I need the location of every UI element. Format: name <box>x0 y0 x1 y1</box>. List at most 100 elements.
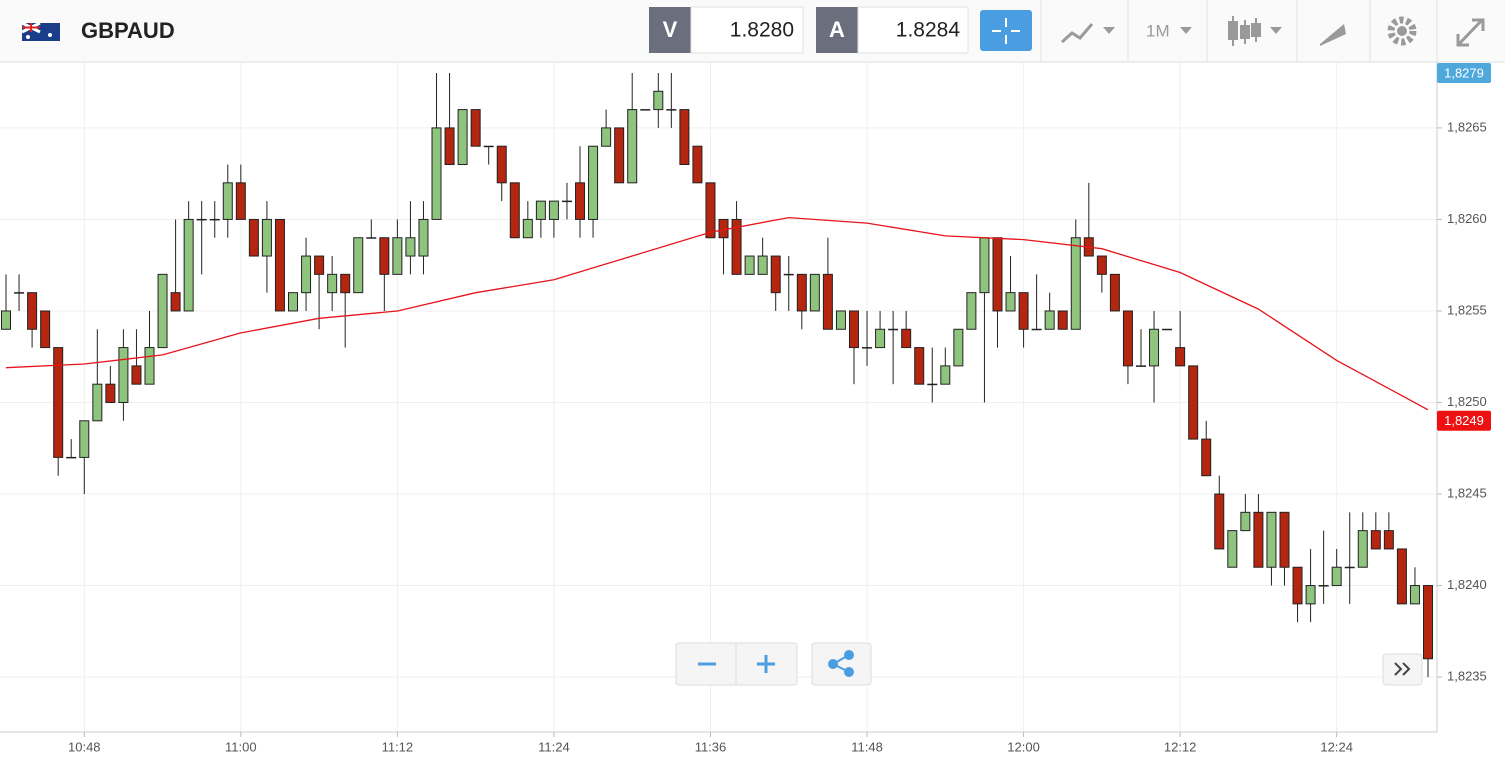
candle-body <box>1096 255 1107 275</box>
candle-body <box>1 310 11 330</box>
candle-body <box>1214 493 1225 550</box>
candle-body <box>274 218 285 312</box>
candle-body <box>548 200 559 220</box>
candle-body <box>875 328 886 349</box>
x-tick-label: 11:36 <box>695 739 727 754</box>
candle-body <box>105 383 116 403</box>
candle-body <box>1253 511 1264 568</box>
candle-body <box>705 182 716 239</box>
zoom-controls <box>675 642 1423 686</box>
candle-body <box>627 109 638 184</box>
chart-type-button[interactable] <box>1228 16 1282 46</box>
zoom-in-button[interactable] <box>757 655 775 673</box>
x-tick-label: 12:00 <box>1007 739 1040 754</box>
candle-body <box>601 127 612 147</box>
candle-body <box>992 237 1003 312</box>
toolbar: GBPAUD V 1.8280 A 1.8284 1M <box>0 0 1505 63</box>
ask-price: 1.8284 <box>896 19 961 42</box>
y-tick-label: 1,8235 <box>1447 669 1487 684</box>
candle-body <box>1188 365 1199 440</box>
x-tick-label: 12:24 <box>1320 739 1353 754</box>
candle-body <box>1005 292 1016 312</box>
candle-body <box>222 182 233 220</box>
candle-body <box>392 237 403 275</box>
candle-body <box>953 328 964 367</box>
candle-body <box>914 347 925 385</box>
candle-body <box>1135 365 1146 367</box>
candle-body <box>1305 585 1316 605</box>
timeframe-button[interactable]: 1M <box>1146 21 1170 40</box>
candle-body <box>1423 585 1433 660</box>
candle-body <box>235 182 246 220</box>
x-tick-label: 11:24 <box>538 739 570 754</box>
candle-body <box>822 273 833 330</box>
candle-body <box>1240 511 1251 532</box>
grid <box>0 62 1437 732</box>
settings-icon <box>1397 26 1407 36</box>
indicator-button[interactable] <box>1060 23 1115 44</box>
dropdown-arrow <box>1180 27 1192 34</box>
bid-button[interactable] <box>649 7 691 53</box>
candle-body <box>679 109 690 166</box>
candle-body <box>157 273 168 349</box>
candle-body <box>470 109 481 147</box>
separators <box>1040 0 1438 62</box>
crosshair-icon <box>992 18 1020 44</box>
draw-button[interactable] <box>1320 24 1346 46</box>
candle-body <box>940 365 951 385</box>
ask-label: A <box>829 17 845 42</box>
candle-body <box>92 383 103 422</box>
candle-body <box>1396 548 1407 605</box>
scroll-right-button[interactable] <box>1382 653 1423 686</box>
candle-body <box>848 310 859 349</box>
candle-body <box>196 218 207 221</box>
candle-body <box>261 218 272 257</box>
x-tick-label: 10:48 <box>68 739 101 754</box>
candle-body <box>1318 585 1329 587</box>
candle-body <box>118 347 129 403</box>
candle-body <box>248 218 259 257</box>
candle-body <box>483 145 494 148</box>
candle-body <box>1057 310 1068 330</box>
candle-body <box>809 273 820 312</box>
candle-body <box>522 218 533 239</box>
candle-body <box>496 145 507 184</box>
candle-body <box>1201 438 1212 477</box>
candle-body <box>1383 530 1394 550</box>
price-badge <box>1437 63 1491 83</box>
candle-body <box>431 127 442 220</box>
settings-button[interactable] <box>1387 16 1417 46</box>
crosshair-button[interactable] <box>980 10 1032 51</box>
candle-body <box>144 347 155 385</box>
candle-body <box>340 273 351 294</box>
candle-body <box>862 347 873 349</box>
candle-body <box>53 347 64 458</box>
candle-body <box>575 182 586 220</box>
candle-body <box>692 145 703 184</box>
y-tick-label: 1,8255 <box>1447 302 1487 317</box>
share-button[interactable] <box>811 642 872 686</box>
candle-body <box>183 218 194 312</box>
candle-body <box>314 255 325 275</box>
candle-body <box>561 200 572 203</box>
axes: 1,8235 1,8240 1,8245 1,8250 1,8255 1,8260 1,82… <box>68 63 1491 754</box>
candle-body <box>1175 347 1186 367</box>
candle-body <box>1044 310 1055 330</box>
bid-box <box>690 6 804 54</box>
candle-body <box>40 310 51 349</box>
bid-label: V <box>663 17 678 42</box>
candle-body <box>1370 530 1381 550</box>
candle-body <box>757 255 768 275</box>
candle-body <box>1149 328 1160 367</box>
candle-body <box>535 200 546 220</box>
price-badge-label: 1,8279 <box>1444 65 1484 80</box>
candle-body <box>444 127 455 166</box>
candle-body <box>835 310 846 330</box>
candle-body <box>209 218 220 221</box>
candle-body <box>366 237 377 239</box>
ask-button[interactable] <box>816 7 858 53</box>
flag-icon <box>21 21 60 41</box>
fullscreen-button[interactable] <box>1456 18 1485 47</box>
candle-body <box>405 237 416 257</box>
candle-body <box>301 255 312 294</box>
